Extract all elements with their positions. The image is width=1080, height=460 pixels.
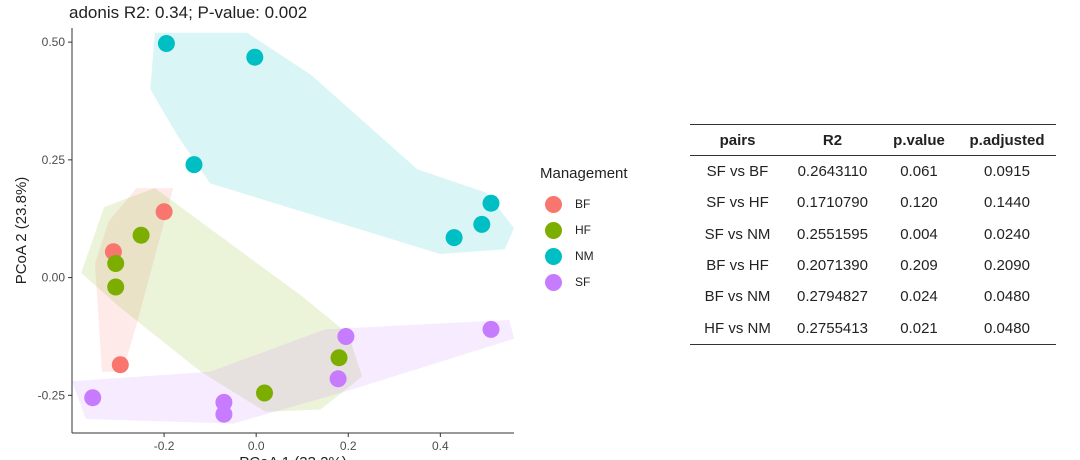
point-hf [330, 349, 348, 367]
table-row: SF vs NM 0.2551595 0.004 0.0240 [690, 219, 1056, 250]
point-sf [337, 328, 355, 345]
cell-pairs: BF vs HF [706, 257, 769, 275]
y-tick-label: -0.25 [38, 388, 66, 402]
legend-key-sf [545, 273, 562, 291]
cell-pairs: SF vs NM [704, 225, 771, 243]
chart-title: adonis R2: 0.34; P-value: 0.002 [69, 3, 308, 22]
cell-p-value: 0.061 [900, 163, 938, 181]
cell-pairs: SF vs HF [706, 194, 769, 212]
point-nm [473, 215, 491, 233]
point-hf [107, 255, 125, 272]
column-header-pairs: pairs [690, 124, 785, 156]
legend-item-nm: NM [540, 243, 628, 269]
cell-p-value: 0.120 [900, 194, 938, 212]
legend-item-bf: BF [540, 191, 628, 217]
cell-p-adjusted: 0.0480 [984, 288, 1030, 306]
cell-p-value: 0.209 [900, 257, 938, 275]
x-axis-title: PCoA 1 (33.2%) [239, 454, 347, 460]
hull-nm [150, 32, 515, 255]
cell-pairs: SF vs BF [706, 163, 769, 181]
cell-p-adjusted: 0.2090 [984, 257, 1030, 275]
table-row: HF vs NM 0.2755413 0.021 0.0480 [690, 312, 1056, 345]
point-nm [445, 229, 463, 247]
table-row: SF vs BF 0.2643110 0.061 0.0915 [690, 156, 1056, 188]
hull-bf [95, 188, 174, 372]
point-hf [256, 384, 273, 402]
table-row: BF vs NM 0.2794827 0.024 0.0480 [690, 281, 1056, 312]
legend-label-hf: HF [575, 223, 591, 237]
point-nm [246, 48, 264, 66]
cell-r2: 0.2551595 [797, 225, 868, 243]
legend-key-nm [545, 247, 562, 265]
hull-sf [72, 320, 514, 424]
table-row: BF vs HF 0.2071390 0.209 0.2090 [690, 250, 1056, 281]
cell-p-adjusted: 0.0480 [958, 312, 1056, 345]
point-hf [132, 226, 150, 244]
cell-r2: 0.2755413 [785, 312, 880, 345]
x-tick-label: 0.2 [340, 439, 357, 453]
legend-label-sf: SF [575, 275, 591, 289]
cell-r2: 0.2643110 [797, 163, 868, 181]
hull-hf [81, 188, 363, 412]
x-tick-label: 0.0 [248, 439, 265, 453]
cell-p-adjusted: 0.0915 [984, 163, 1030, 181]
table-header-row: pairs R2 p.value p.adjusted [690, 124, 1056, 156]
cell-pairs: HF vs NM [690, 312, 785, 345]
x-tick-label: -0.2 [154, 439, 175, 453]
cell-pairs: BF vs NM [704, 288, 771, 306]
legend-key-hf [545, 221, 562, 239]
x-tick-label: 0.4 [432, 439, 449, 453]
pcoa-scatter-plot: -0.2 0.0 0.2 0.4 -0.25 0.00 0.25 0.50 PCoA 2 (23… [13, 28, 515, 460]
legend: Management BF HF NM SF [540, 165, 628, 295]
cell-r2: 0.2794827 [797, 288, 868, 306]
y-tick-label: 0.50 [42, 35, 66, 49]
pairwise-adonis-table: pairs R2 p.value p.adjusted SF vs BF 0.2… [690, 124, 1056, 345]
point-sf [329, 370, 347, 388]
point-nm [157, 35, 175, 52]
table-row: SF vs HF 0.1710790 0.120 0.1440 [690, 187, 1056, 218]
point-sf [482, 320, 500, 338]
cell-r2: 0.1710790 [797, 194, 868, 212]
legend-label-bf: BF [575, 197, 591, 211]
point-nm [482, 194, 500, 212]
legend-title: Management [540, 165, 628, 182]
cell-p-adjusted: 0.0240 [984, 225, 1030, 243]
y-tick-label: 0.25 [42, 153, 66, 167]
point-sf [84, 389, 102, 407]
cell-p-adjusted: 0.1440 [984, 194, 1030, 212]
column-header-p-adjusted: p.adjusted [958, 124, 1056, 156]
column-header-r2: R2 [785, 124, 880, 156]
point-hf [107, 278, 125, 296]
cell-p-value: 0.004 [900, 225, 938, 243]
point-bf [111, 356, 129, 374]
legend-item-hf: HF [540, 217, 628, 243]
y-axis-title: PCoA 2 (23.8%) [13, 177, 30, 285]
legend-item-sf: SF [540, 269, 628, 295]
cell-p-value: 0.024 [900, 288, 938, 306]
cell-r2: 0.2071390 [797, 257, 868, 275]
cell-p-value: 0.021 [880, 312, 958, 345]
point-sf [215, 393, 233, 411]
point-bf [155, 203, 173, 221]
point-nm [185, 156, 203, 174]
point-sf [215, 405, 233, 423]
y-tick-label: 0.00 [42, 271, 66, 285]
legend-key-bf [545, 195, 562, 213]
legend-label-nm: NM [575, 249, 594, 263]
column-header-p-value: p.value [880, 124, 958, 156]
